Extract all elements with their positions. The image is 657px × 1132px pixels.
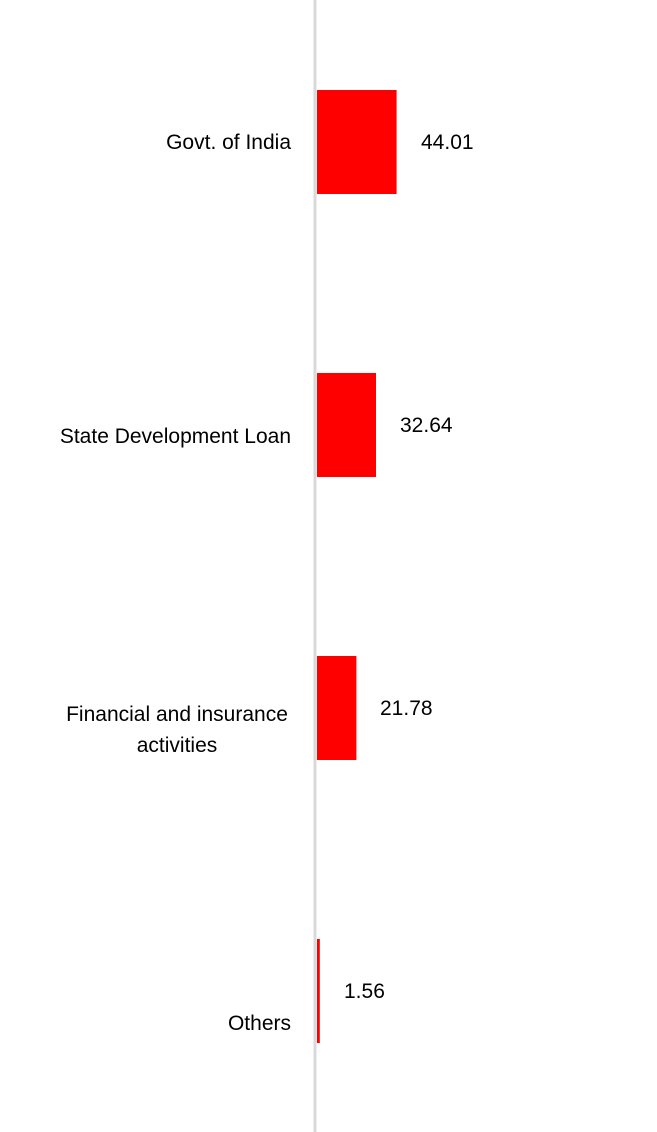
value-label-state-development-loan: 32.64 (400, 414, 453, 437)
bar-others (317, 939, 320, 1043)
value-label-financial-and-insurance-activities: 21.78 (380, 697, 433, 720)
bar-state-development-loan (317, 373, 376, 477)
category-label-financial-and-insurance-activities: Financial and insurance activities (66, 703, 288, 757)
bars-group (317, 90, 397, 1043)
category-label-others: Others (227, 1012, 291, 1035)
bar-financial-and-insurance-activities (317, 656, 357, 760)
bar-govt-of-india (317, 90, 397, 194)
category-label-govt-of-india: Govt. of India (166, 131, 291, 154)
value-label-govt-of-india: 44.01 (421, 131, 474, 154)
value-label-others: 1.56 (344, 980, 385, 1003)
category-label-state-development-loan: State Development Loan (59, 425, 291, 448)
